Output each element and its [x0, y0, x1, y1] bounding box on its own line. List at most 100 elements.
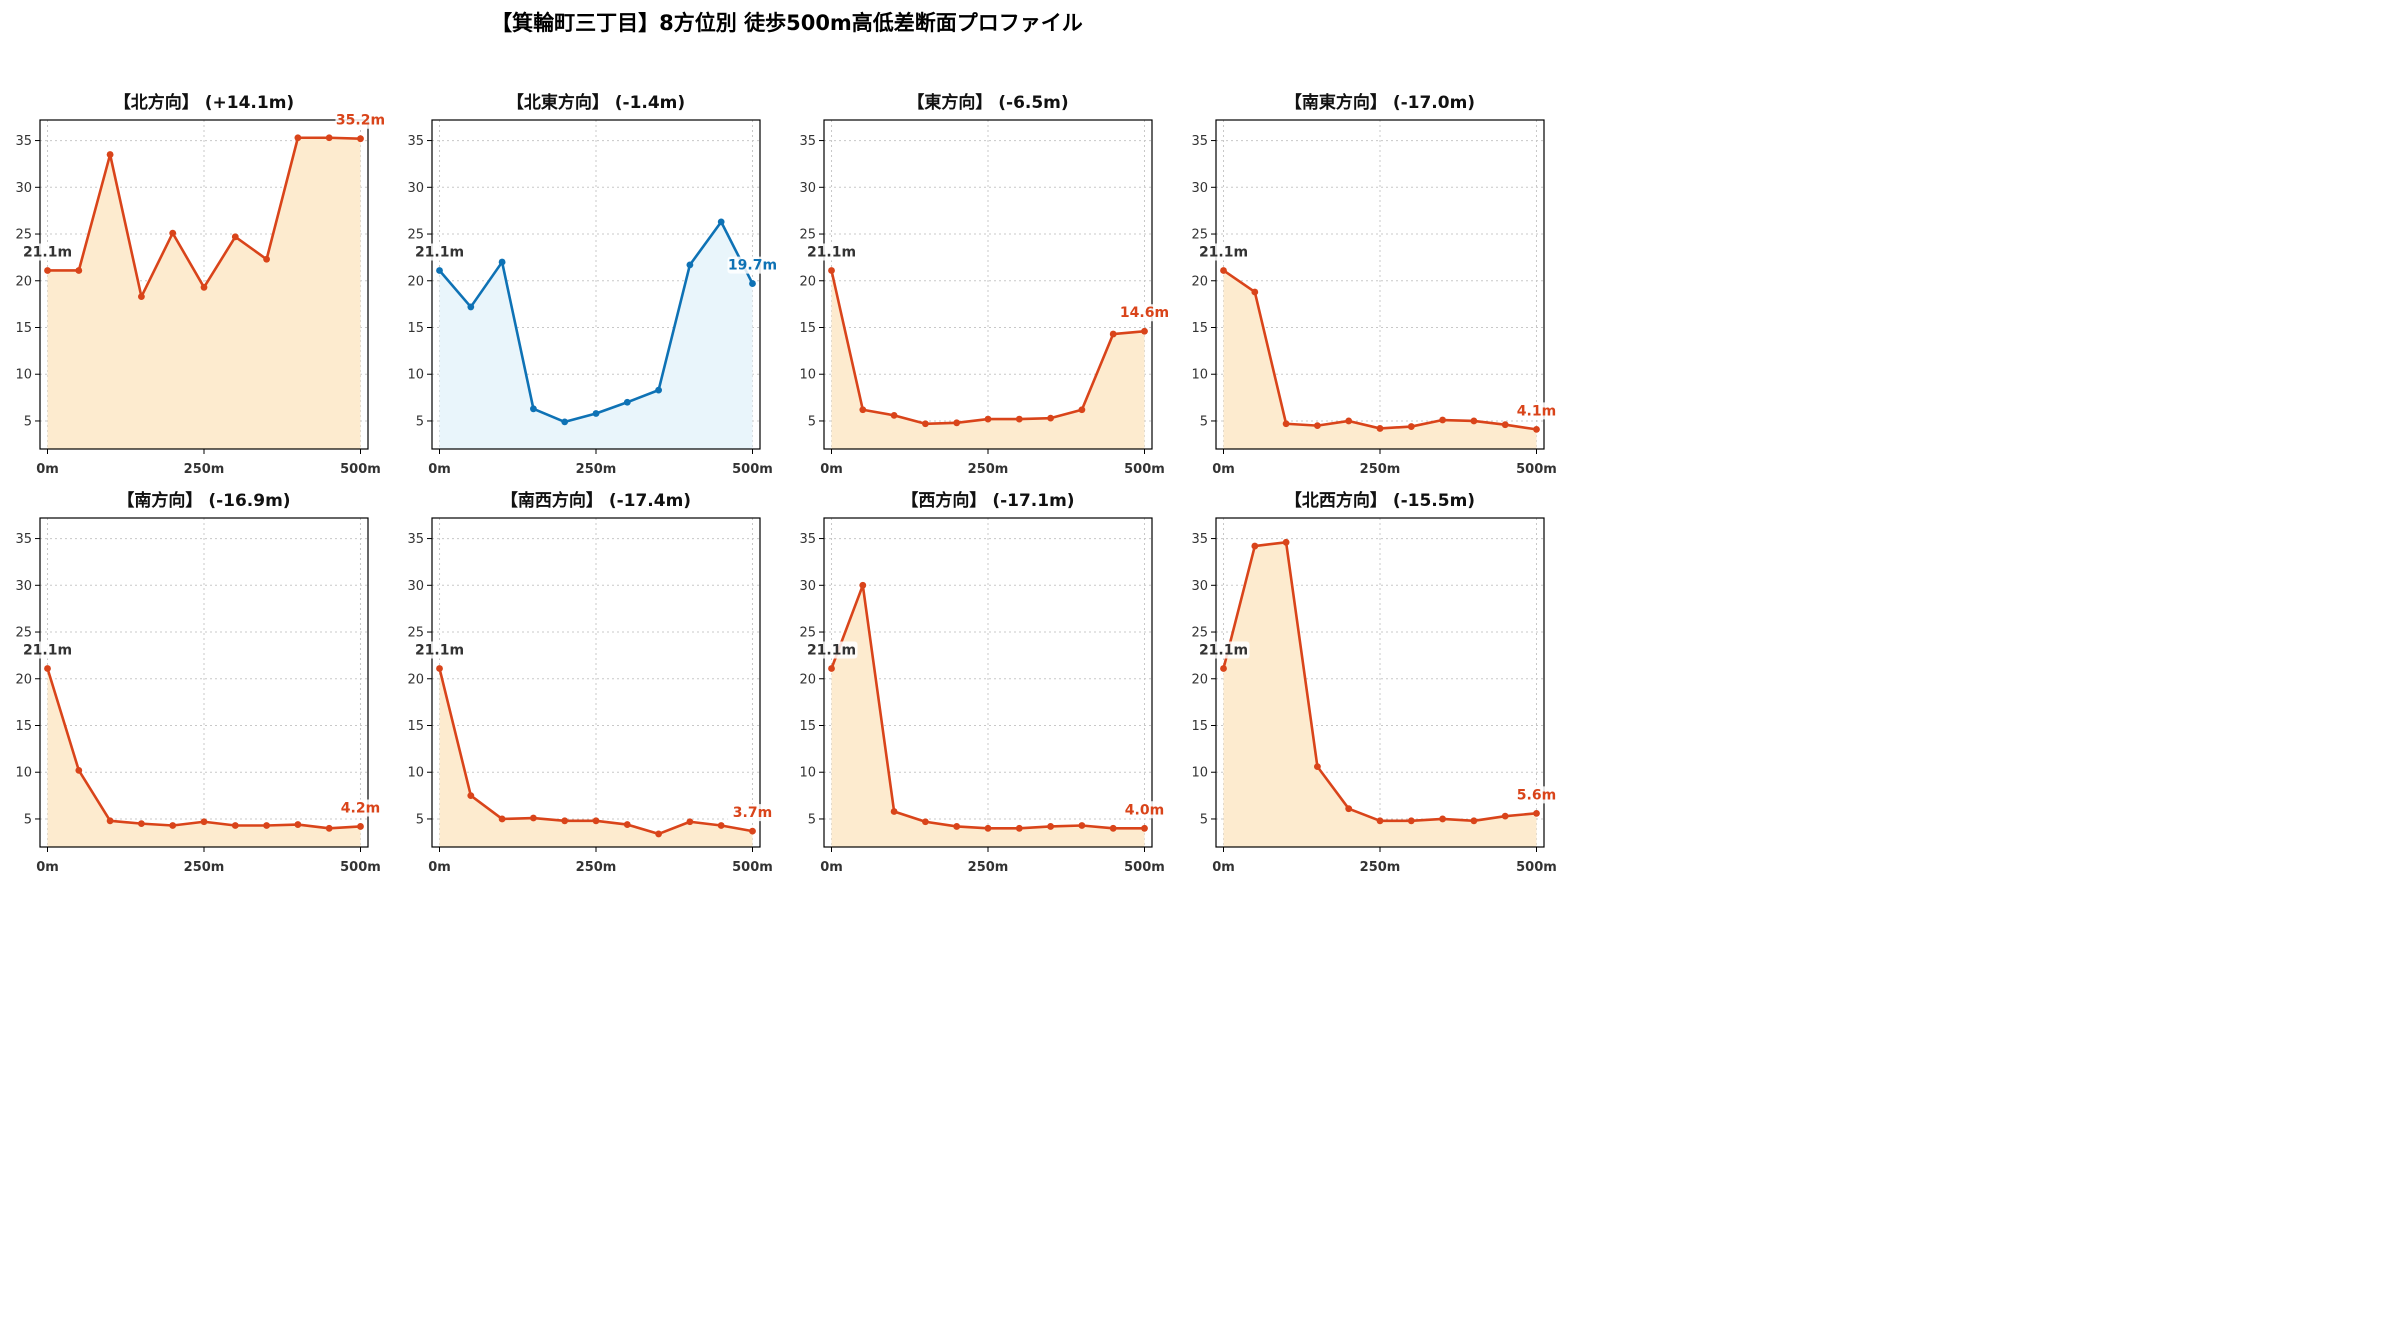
end-label-background — [1119, 801, 1170, 819]
data-point — [436, 267, 443, 274]
y-tick-label: 20 — [799, 274, 816, 289]
data-point — [717, 218, 725, 226]
panel-title: 【東方向】 (-6.5m) — [907, 92, 1068, 113]
data-point — [1047, 414, 1054, 422]
data-point — [231, 822, 239, 829]
end-elevation-label: 4.2m — [341, 800, 380, 816]
y-tick-label: 10 — [407, 766, 424, 781]
data-point — [263, 822, 270, 829]
y-tick-label: 20 — [1191, 672, 1208, 687]
y-tick-label: 15 — [407, 719, 424, 734]
data-point — [1439, 416, 1446, 424]
profile-panel-4: 【南東方向】 (-17.0m) 5 10 15 20 25 30 35 0m 250m 500m 21… — [1191, 92, 1562, 477]
start-label-background — [805, 243, 858, 261]
y-tick-label: 20 — [407, 274, 424, 289]
end-elevation-label: 14.6m — [1120, 305, 1169, 321]
x-tick-label: 500m — [1124, 462, 1165, 477]
start-elevation-label: 21.1m — [1199, 244, 1248, 260]
y-tick-label: 30 — [407, 579, 424, 594]
panel-title: 【北東方向】 (-1.4m) — [507, 92, 685, 113]
y-tick-label: 20 — [799, 672, 816, 687]
y-tick-label: 5 — [416, 414, 424, 429]
y-tick-label: 15 — [1191, 719, 1208, 734]
data-point — [655, 386, 662, 394]
x-tick-label: 500m — [1516, 860, 1557, 875]
y-tick-label: 30 — [407, 181, 424, 196]
data-point — [859, 581, 867, 589]
data-point — [200, 283, 208, 291]
y-tick-label: 20 — [15, 274, 32, 289]
y-tick-label: 15 — [15, 719, 32, 734]
data-point — [1439, 815, 1446, 823]
y-tick-label: 30 — [1191, 181, 1208, 196]
start-elevation-label: 21.1m — [1199, 642, 1248, 658]
x-tick-label: 0m — [820, 860, 843, 875]
end-label-background — [335, 111, 386, 129]
end-label-background — [727, 804, 778, 822]
end-label-background — [335, 799, 386, 817]
data-point — [1109, 824, 1117, 832]
start-label-background — [21, 243, 74, 261]
data-point — [1220, 665, 1227, 672]
y-tick-label: 25 — [15, 228, 32, 243]
profile-panel-6: 【南西方向】 (-17.4m) 5 10 15 20 25 30 35 0m 250m 500m 21… — [407, 490, 778, 875]
x-tick-label: 250m — [184, 860, 225, 875]
y-tick-label: 10 — [407, 368, 424, 383]
y-tick-label: 20 — [15, 672, 32, 687]
end-elevation-label: 5.6m — [1517, 787, 1556, 803]
y-tick-label: 35 — [407, 134, 424, 149]
x-tick-label: 0m — [428, 462, 451, 477]
plot-frame — [431, 517, 761, 848]
data-point — [592, 410, 600, 417]
data-point — [498, 815, 506, 823]
x-tick-label: 0m — [36, 860, 59, 875]
data-point — [467, 792, 475, 799]
y-tick-label: 5 — [808, 414, 816, 429]
y-tick-label: 25 — [1191, 626, 1208, 641]
area-fill — [439, 668, 753, 847]
start-label-background — [1197, 641, 1250, 659]
data-point — [467, 303, 475, 311]
elevation-profile-figure: 【箕輪町三丁目】8方位別 徒歩500m高低差断面プロファイル 【北方向】 (+1… — [15, 11, 1562, 875]
data-point — [75, 267, 83, 274]
y-tick-label: 25 — [799, 626, 816, 641]
data-point — [1141, 327, 1148, 335]
profile-panel-7: 【西方向】 (-17.1m) 5 10 15 20 25 30 35 0m 250m 500m 21.… — [799, 490, 1170, 875]
data-point — [1470, 417, 1478, 425]
data-point — [1015, 824, 1023, 832]
profile-panel-2: 【北東方向】 (-1.4m) 5 10 15 20 25 30 35 0m 250m 500m 21.… — [407, 92, 778, 477]
y-tick-label: 15 — [799, 321, 816, 336]
start-elevation-label: 21.1m — [415, 244, 464, 260]
data-point — [1376, 817, 1384, 825]
data-point — [1407, 423, 1415, 430]
y-tick-label: 25 — [407, 228, 424, 243]
data-point — [44, 665, 51, 672]
data-point — [1220, 267, 1227, 274]
data-point — [717, 822, 725, 829]
data-point — [75, 766, 83, 774]
data-point — [561, 817, 569, 825]
grid-lines — [432, 518, 760, 847]
y-tick-label: 5 — [808, 812, 816, 827]
start-label-background — [1197, 243, 1250, 261]
data-point — [1533, 425, 1540, 433]
data-point — [592, 817, 600, 825]
data-point — [138, 293, 145, 301]
end-elevation-label: 35.2m — [336, 113, 385, 129]
panel-title: 【南西方向】 (-17.4m) — [501, 490, 691, 511]
y-tick-label: 5 — [1200, 414, 1208, 429]
data-point — [922, 420, 929, 428]
area-fill — [47, 137, 361, 449]
data-point — [1407, 817, 1415, 825]
y-tick-label: 5 — [24, 812, 32, 827]
start-label-background — [413, 641, 466, 659]
y-tick-label: 35 — [407, 532, 424, 547]
data-point — [1345, 417, 1353, 425]
data-point — [169, 822, 177, 829]
y-tick-label: 35 — [15, 532, 32, 547]
data-point — [1282, 420, 1290, 428]
x-tick-label: 250m — [576, 462, 617, 477]
x-tick-label: 500m — [1124, 860, 1165, 875]
y-tick-label: 5 — [24, 414, 32, 429]
